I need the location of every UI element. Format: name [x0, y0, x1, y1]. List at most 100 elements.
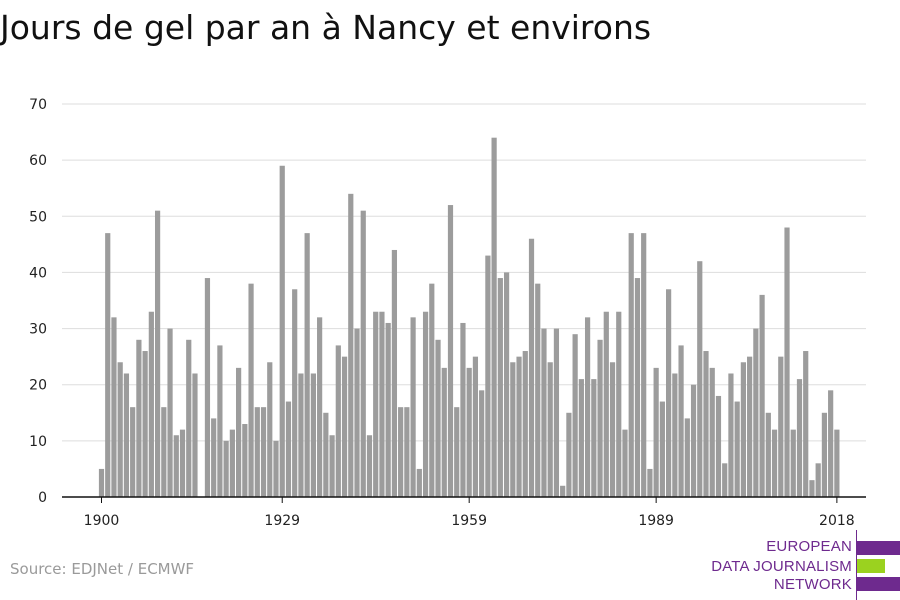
bar-1909: [154, 210, 161, 497]
bar-1911: [167, 328, 173, 497]
bar-1998: [709, 367, 715, 497]
bar-1914: [186, 339, 192, 497]
logo-line-1: EUROPEAN: [766, 538, 852, 555]
bar-2010: [784, 227, 790, 497]
bar-2015: [815, 463, 821, 497]
bar-1926: [260, 407, 267, 497]
logo-bar-purple-bottom: [857, 577, 900, 591]
bar-1922: [236, 367, 242, 497]
x-tick-label-1989: 1989: [638, 513, 674, 529]
bar-1955: [441, 367, 447, 497]
bar-1953: [429, 283, 435, 497]
bar-1981: [603, 311, 609, 497]
x-tick-label-1959: 1959: [451, 513, 487, 529]
bar-1943: [366, 435, 373, 497]
bar-1952: [422, 311, 429, 497]
bar-1956: [447, 205, 454, 498]
bar-1986: [634, 278, 641, 497]
bar-1997: [703, 351, 709, 497]
bar-2013: [803, 351, 809, 497]
bar-1970: [535, 283, 541, 497]
bar-2008: [771, 429, 778, 497]
bar-1968: [522, 351, 528, 497]
bar-1972: [547, 362, 553, 497]
bar-1923: [242, 424, 248, 497]
bar-1999: [715, 395, 722, 497]
bar-1967: [516, 356, 522, 497]
bar-1964: [497, 278, 503, 497]
bar-1963: [491, 137, 497, 497]
bar-2014: [809, 480, 815, 497]
bar-1962: [485, 255, 491, 497]
bar-1958: [460, 322, 466, 497]
edjnet-logo: EUROPEAN DATA JOURNALISM NETWORK: [705, 530, 900, 600]
bar-1907: [142, 351, 148, 497]
bar-series: [98, 137, 840, 498]
y-tick-label-30: 30: [29, 322, 47, 338]
y-tick-label-0: 0: [38, 490, 47, 506]
bar-1912: [173, 435, 179, 497]
y-tick-label-40: 40: [29, 265, 47, 281]
bar-1954: [435, 339, 441, 497]
bar-1935: [317, 317, 323, 497]
bar-1904: [123, 373, 130, 497]
bar-1976: [572, 334, 578, 497]
bar-1937: [329, 435, 335, 497]
bar-2009: [778, 356, 784, 497]
bar-1946: [385, 322, 391, 497]
bar-1932: [298, 373, 304, 497]
logo-divider: [856, 530, 857, 600]
bar-1915: [192, 373, 198, 497]
y-tick-label-20: 20: [29, 378, 47, 394]
bar-1985: [628, 233, 634, 497]
bar-1918: [211, 418, 217, 497]
bar-1965: [503, 272, 510, 497]
bar-1927: [267, 362, 273, 497]
bar-1980: [597, 339, 603, 497]
bar-1995: [690, 384, 697, 497]
bar-1973: [553, 328, 560, 497]
bar-2012: [796, 379, 803, 497]
logo-bar-purple-top: [857, 541, 900, 555]
bar-1960: [472, 356, 479, 497]
bar-1908: [148, 311, 154, 497]
bar-1921: [229, 429, 235, 497]
bar-2001: [728, 373, 734, 497]
bar-1950: [410, 317, 416, 497]
bar-1948: [398, 407, 404, 497]
bar-1974: [560, 485, 566, 497]
bar-2007: [765, 412, 771, 497]
bar-1975: [566, 412, 572, 497]
bar-2006: [759, 294, 765, 497]
y-axis-tick-labels: 0 10 20 30 40 50 60 70: [29, 97, 47, 506]
bar-1933: [304, 233, 310, 497]
bar-1982: [609, 362, 616, 497]
bar-1989: [653, 367, 659, 497]
x-tick-label-2018: 2018: [819, 513, 855, 529]
bar-2000: [722, 463, 728, 497]
y-tick-label-70: 70: [29, 97, 47, 113]
bar-1925: [254, 407, 260, 497]
bar-1990: [659, 401, 665, 497]
bar-1906: [136, 339, 142, 497]
bar-1991: [666, 289, 672, 497]
bar-1939: [341, 356, 348, 497]
bar-2011: [790, 429, 796, 497]
y-tick-label-10: 10: [29, 434, 47, 450]
bar-1917: [204, 278, 211, 497]
bar-1959: [466, 367, 472, 497]
bar-1903: [117, 362, 123, 497]
x-axis-ticks: 1900 1929 1959 1989 2018: [84, 497, 855, 529]
bar-1978: [584, 317, 591, 497]
bar-1992: [672, 373, 678, 497]
bar-1966: [510, 362, 516, 497]
bar-1947: [391, 249, 398, 497]
bar-1984: [622, 429, 628, 497]
bar-1961: [479, 390, 485, 497]
bar-1945: [379, 311, 385, 497]
logo-bar-green: [857, 559, 885, 573]
bar-1987: [641, 233, 647, 497]
bar-1928: [273, 440, 279, 497]
bar-1913: [179, 429, 186, 497]
